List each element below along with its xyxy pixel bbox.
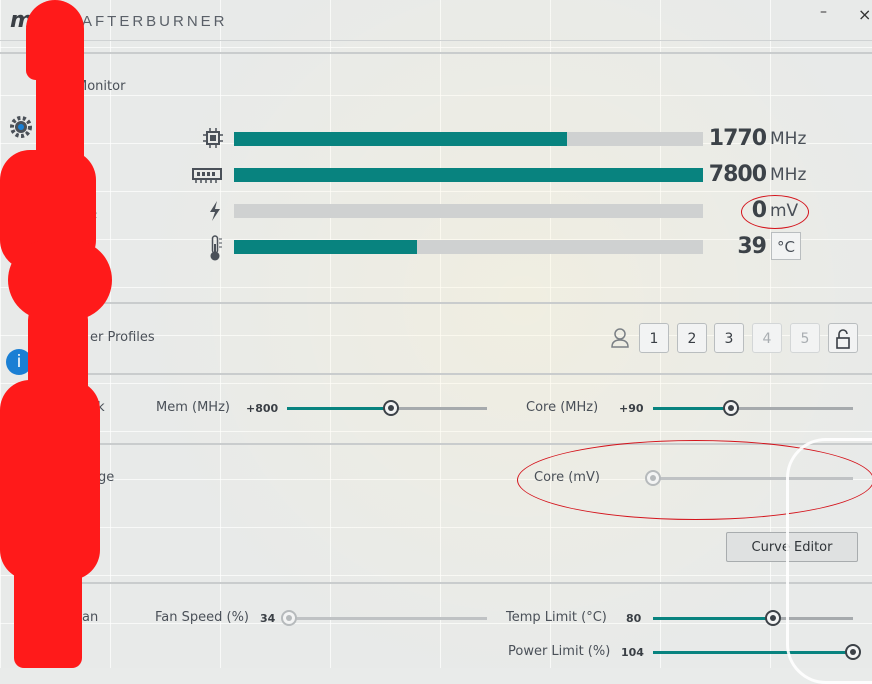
mem-slider[interactable] [287,400,487,416]
divider-voltage [60,443,872,445]
power-limit-slider-value: 104 [621,646,644,659]
lightning-icon [207,200,223,226]
section-monitor-label: Monitor [76,79,126,94]
unlock-icon[interactable] [828,323,858,353]
mem-slider-fill [287,407,391,410]
close-button[interactable]: × [858,5,872,24]
mem-slider-knob[interactable] [383,400,399,416]
divider-profiles [60,302,872,304]
mem-clock-value: 7800 [708,162,767,187]
profile-button-5[interactable]: 5 [790,323,820,353]
power-limit-slider[interactable] [653,644,861,660]
core-slider-value: +90 [619,402,644,415]
section-fan-label: an [82,610,99,625]
core-slider-label: Core (MHz) [526,400,599,415]
fan-speed-slider-label: Fan Speed (%) [155,610,250,625]
temperature-unit-button[interactable]: °C [771,232,801,260]
power-limit-slider-fill [653,651,853,654]
temp-limit-slider-knob[interactable] [765,610,781,626]
curve-editor-button[interactable]: Curve Editor [726,532,858,562]
temperature-value: 39 [737,234,767,259]
divider-clock [60,373,872,375]
chip-icon [202,127,224,153]
gear-icon[interactable] [8,114,34,140]
core-slider-fill [653,407,731,410]
minimize-button[interactable]: – [820,4,827,20]
profile-button-4[interactable]: 4 [752,323,782,353]
mem-slider-value: +800 [246,402,279,415]
fan-speed-slider[interactable] [281,610,487,626]
info-icon[interactable]: i [6,349,32,375]
core-slider[interactable] [653,400,853,416]
decorative-outline [786,438,872,684]
mem-clock-bar-fill [234,168,703,182]
annotation-ellipse-core-mv [517,440,872,520]
user-icon [610,327,630,353]
mem-clock-unit: MHz [770,165,807,185]
profile-button-3[interactable]: 3 [714,323,744,353]
core-slider-knob[interactable] [723,400,739,416]
temp-limit-slider-label: Temp Limit (°C) [506,610,607,625]
fan-speed-slider-value: 34 [260,612,276,625]
voltage-bar [234,204,703,218]
mem-slider-label: Mem (MHz) [156,400,230,415]
gpu-clock-value: 1770 [708,126,767,151]
power-limit-slider-label: Power Limit (%) [508,644,611,659]
gpu-clock-bar-fill [234,132,567,146]
gpu-clock-bar [234,132,703,146]
mem-clock-bar [234,168,703,182]
title-divider [0,40,872,41]
temp-limit-slider-fill [653,617,773,620]
title-divider-2 [0,52,872,54]
memory-icon [191,166,223,188]
section-profiles-label: er Profiles [90,330,155,345]
redaction-scribble [0,380,100,580]
profile-button-1[interactable]: 1 [639,323,669,353]
divider-fan [60,582,872,584]
temperature-bar [234,240,703,254]
temp-limit-slider[interactable] [653,610,853,626]
fan-speed-slider-knob[interactable] [281,610,297,626]
annotation-ellipse-mv [741,195,809,229]
thermometer-icon [207,234,223,266]
redaction-scribble [14,560,82,668]
app-title: AFTERBURNER [82,13,228,30]
power-limit-slider-knob[interactable] [845,644,861,660]
temperature-bar-fill [234,240,417,254]
profile-button-2[interactable]: 2 [677,323,707,353]
gpu-clock-unit: MHz [770,129,807,149]
temp-limit-slider-value: 80 [626,612,642,625]
